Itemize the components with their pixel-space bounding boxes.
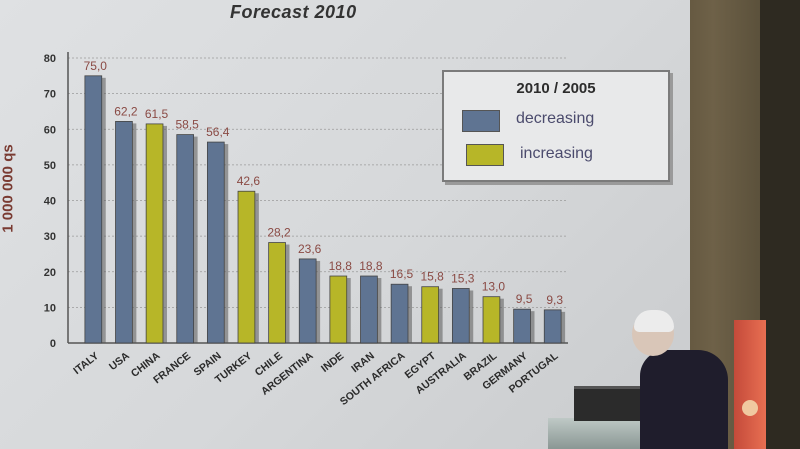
chart-legend: 2010 / 2005 decreasing increasing (442, 70, 670, 182)
y-tick-label: 40 (44, 196, 56, 208)
bar-value-label: 18,8 (359, 259, 383, 273)
bar-value-label: 13,0 (482, 280, 506, 294)
bar (176, 134, 195, 344)
bar-value-label: 75,0 (84, 59, 108, 73)
projection-screen: Forecast 2010 1 000 000 qs 0 10 20 30 40 50 60… (0, 0, 690, 449)
y-tick-label: 20 (44, 267, 56, 279)
speaker-hair (634, 310, 674, 332)
bar-value-label: 9,3 (546, 293, 563, 307)
bar-value-label: 15,3 (451, 271, 475, 285)
bar (84, 75, 103, 344)
slide-title: Forecast 2010 (230, 2, 357, 22)
bar-value-label: 42,6 (237, 174, 261, 188)
bar (298, 258, 317, 344)
legend-label-increasing: increasing (520, 145, 593, 162)
speaker-body (640, 350, 728, 449)
bar (543, 309, 562, 344)
y-tick-label: 70 (44, 89, 56, 101)
bar-value-label: 28,2 (267, 226, 291, 240)
laptop (574, 386, 648, 421)
y-tick-label: 60 (44, 124, 56, 136)
bar-value-label: 56,4 (206, 125, 230, 139)
bar-value-label: 23,6 (298, 242, 322, 256)
bar (451, 288, 470, 344)
bar-value-label: 16,5 (390, 267, 414, 281)
legend-swatch-increasing (466, 144, 504, 166)
bar (513, 308, 531, 344)
bar-value-label: 58,5 (176, 118, 200, 132)
bar (421, 286, 440, 344)
y-tick-label: 50 (44, 160, 56, 172)
bar (268, 242, 286, 344)
y-tick-label: 30 (44, 231, 56, 243)
flag-emblem (742, 400, 758, 416)
podium (548, 418, 653, 449)
stage-column (760, 0, 800, 449)
bar-value-label: 15,8 (421, 270, 445, 284)
bar (145, 123, 164, 344)
bar (237, 190, 256, 344)
bar (482, 296, 501, 344)
legend-label-decreasing: decreasing (516, 110, 595, 127)
bar (206, 141, 225, 344)
bar (360, 275, 378, 344)
flag (734, 320, 766, 449)
bar-value-label: 61,5 (145, 107, 169, 121)
y-tick-label: 10 (44, 302, 56, 314)
bar (390, 283, 409, 344)
x-tick-label: INDE (319, 350, 346, 375)
y-tick-label: 0 (50, 338, 56, 350)
x-tick-label: ITALY (71, 350, 101, 377)
bar-value-label: 9,5 (516, 292, 533, 306)
legend-swatch-decreasing (462, 110, 500, 132)
bar-value-label: 62,2 (114, 104, 138, 118)
bar (115, 121, 133, 344)
bar-value-label: 18,8 (329, 259, 353, 273)
y-tick-label: 80 (44, 53, 56, 65)
bar (329, 275, 348, 344)
legend-title: 2010 / 2005 (516, 80, 596, 97)
